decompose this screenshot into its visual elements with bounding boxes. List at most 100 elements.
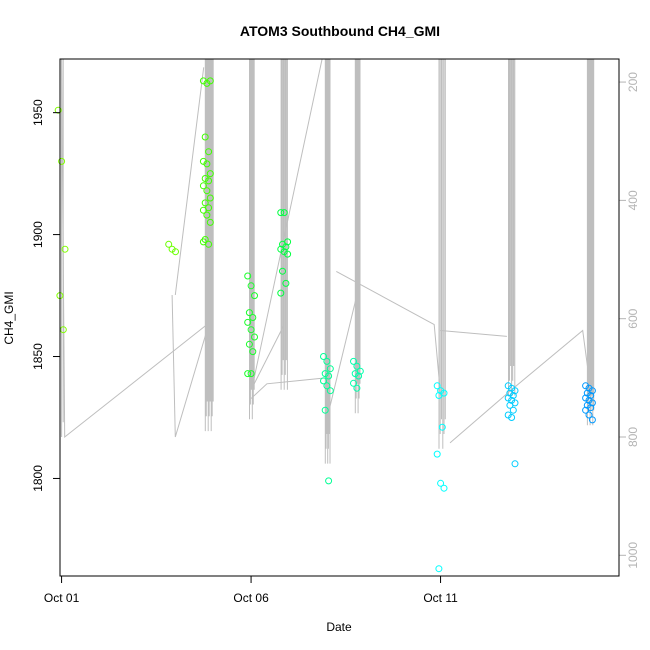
y-tick-label: 1900 <box>31 221 45 248</box>
altitude-profile-spikes <box>354 59 361 414</box>
data-point <box>350 357 357 365</box>
altitude-profile-spikes <box>61 59 64 437</box>
data-point <box>585 411 593 419</box>
data-point <box>205 148 213 156</box>
data-point <box>280 209 288 217</box>
data-point <box>172 248 179 256</box>
altitude-profile-segment <box>61 58 208 439</box>
altitude-profile-spikes <box>438 59 446 449</box>
altitude-profile-segment <box>174 67 205 296</box>
data-point <box>325 477 333 485</box>
data-point <box>326 365 334 373</box>
data-point <box>511 460 519 468</box>
axes: 1800 1850 1900 1950 Oct 01 Oct 06 Oct 11 200 400… <box>31 72 640 605</box>
altitude-profile-spikes <box>586 59 595 426</box>
data-point <box>438 423 446 431</box>
data-point <box>435 392 443 399</box>
data-point <box>201 133 209 141</box>
data-point <box>325 372 333 380</box>
data-point <box>245 340 253 348</box>
data-point <box>326 387 334 395</box>
data-point <box>323 357 331 365</box>
data-point <box>437 479 445 487</box>
data-point <box>435 565 443 573</box>
right-axis-tick-label: 1000 <box>626 542 640 569</box>
x-tick-label: Oct 01 <box>44 591 80 605</box>
x-tick-label: Oct 11 <box>423 591 458 605</box>
data-point <box>582 406 590 414</box>
altitude-profile-lines <box>61 58 595 464</box>
data-point <box>203 187 211 195</box>
right-axis-tick-label: 600 <box>626 308 640 328</box>
data-point <box>321 406 329 414</box>
data-point <box>249 348 257 356</box>
ch4-data-points <box>54 77 596 573</box>
data-point <box>284 250 292 258</box>
altitude-profile-spikes <box>508 59 516 396</box>
altitude-profile-segment <box>336 270 442 396</box>
data-point <box>355 372 363 380</box>
data-point <box>244 318 252 326</box>
data-point <box>506 401 514 409</box>
data-point <box>320 377 327 385</box>
altitude-profile-segment <box>253 58 323 378</box>
data-point <box>199 238 207 246</box>
altitude-profile-spikes <box>280 59 288 390</box>
y-tick-label: 1850 <box>31 343 45 370</box>
data-point <box>244 272 252 280</box>
data-point <box>249 314 257 321</box>
data-point <box>201 199 209 207</box>
right-axis-tick-label: 400 <box>626 190 640 210</box>
data-point <box>206 170 214 178</box>
plot-frame <box>59 58 620 577</box>
right-axis-tick-label: 800 <box>626 427 640 447</box>
altitude-profile-segment <box>440 330 507 337</box>
x-axis-label: Date <box>326 620 352 634</box>
data-point <box>205 177 213 185</box>
data-point <box>199 182 207 190</box>
data-point <box>245 309 253 317</box>
data-point <box>353 362 361 370</box>
altitude-profile-segment <box>449 389 512 444</box>
data-point <box>203 160 211 168</box>
altitude-profile-segment <box>511 329 590 391</box>
data-point <box>247 370 255 378</box>
data-point <box>508 414 516 421</box>
y-tick-label: 1950 <box>31 99 45 126</box>
data-point <box>247 326 255 334</box>
data-point <box>54 106 62 114</box>
data-point <box>206 77 214 85</box>
data-point <box>277 289 285 297</box>
data-point <box>61 245 69 253</box>
data-point <box>440 484 448 492</box>
data-point <box>247 282 255 290</box>
data-point <box>353 384 361 392</box>
altitude-profile-spikes <box>324 59 331 464</box>
data-point <box>350 379 357 387</box>
right-axis-tick-label: 200 <box>626 72 640 92</box>
altitude-profile-segment <box>326 294 358 420</box>
data-point <box>433 450 441 458</box>
data-point <box>203 211 211 219</box>
data-point <box>199 206 207 214</box>
altitude-profile-spikes <box>249 59 255 420</box>
data-point <box>323 382 331 390</box>
altitude-profile-segment <box>253 324 285 385</box>
y-axis-label: CH4_GMI <box>2 291 16 344</box>
y-tick-label: 1800 <box>31 465 45 492</box>
data-point <box>58 157 66 165</box>
data-point <box>251 333 258 341</box>
data-point <box>282 279 290 287</box>
altitude-profile-segment <box>171 294 208 438</box>
x-tick-label: Oct 06 <box>233 591 269 605</box>
data-point <box>206 194 214 202</box>
data-point <box>588 416 596 424</box>
data-point <box>206 218 214 226</box>
data-point <box>277 209 285 217</box>
data-point <box>320 353 327 360</box>
data-point <box>244 370 252 378</box>
data-point <box>433 382 441 390</box>
data-point <box>509 406 517 414</box>
altitude-profile-segment <box>250 377 327 399</box>
